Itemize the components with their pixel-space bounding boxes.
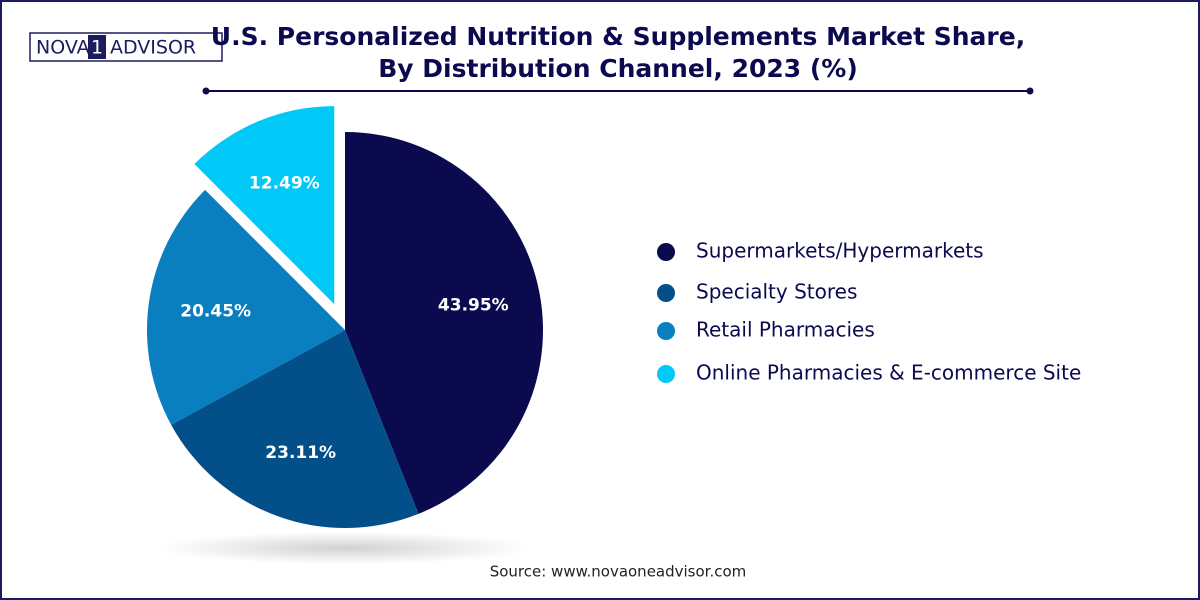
logo-mark: 1 — [91, 37, 103, 59]
legend-swatch — [657, 284, 675, 302]
logo-box — [29, 32, 223, 62]
legend-swatch — [657, 322, 675, 340]
rule-dot — [1026, 87, 1034, 95]
pie-shadow — [155, 532, 535, 564]
logo-left: NOVA — [36, 37, 90, 59]
pie-slice — [345, 132, 543, 514]
data-label: 43.95% — [438, 295, 509, 315]
pie-slice — [171, 330, 419, 528]
pie: 43.95% 23.11% 20.45% 12.49% — [146, 106, 543, 528]
logo-mark-box — [88, 35, 106, 59]
logo: NOVA 1 ADVISOR — [29, 32, 223, 62]
legend-swatch — [657, 243, 675, 261]
data-label: 20.45% — [180, 301, 251, 321]
legend-label: Supermarkets/Hypermarkets — [696, 239, 984, 263]
legend-label: Specialty Stores — [696, 280, 857, 304]
legend-label: Retail Pharmacies — [696, 318, 875, 342]
legend: Supermarkets/Hypermarkets Specialty Store… — [657, 239, 1081, 385]
logo-right: ADVISOR — [110, 37, 196, 59]
pie-slice — [194, 106, 335, 305]
legend-swatch — [657, 365, 675, 383]
rule-dot — [202, 87, 210, 95]
data-label: 23.11% — [265, 443, 336, 463]
pie-slice — [146, 189, 345, 425]
source: Source: www.novaoneadvisor.com — [490, 563, 747, 581]
chart-title: By Distribution Channel, 2023 (%) — [378, 54, 858, 83]
data-label: 12.49% — [249, 173, 320, 193]
legend-label: Online Pharmacies & E-commerce Site — [696, 361, 1081, 385]
chart-title: U.S. Personalized Nutrition & Supplement… — [211, 22, 1025, 51]
